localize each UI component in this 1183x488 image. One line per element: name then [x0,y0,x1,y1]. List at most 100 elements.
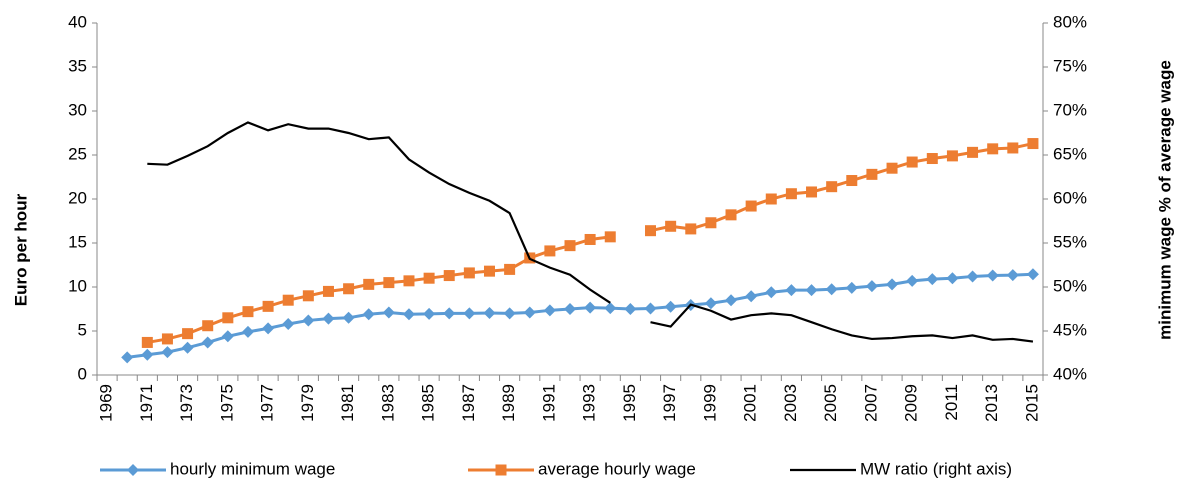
data-point [624,303,637,315]
data-point [906,156,918,168]
data-point [443,270,455,282]
series-line [147,235,611,344]
x-tick-label: 2003 [781,384,800,422]
data-point [644,302,657,315]
data-point [282,317,295,330]
data-point [604,231,616,243]
data-point [161,346,174,359]
data-point [182,328,194,340]
data-point [865,280,878,293]
data-point [704,297,717,310]
x-tick-label: 2013 [982,384,1001,422]
data-point [946,150,958,162]
x-tick-label: 2011 [942,384,961,421]
data-point [987,143,999,155]
data-point [503,307,516,320]
data-point [1006,269,1019,282]
data-point [705,217,717,229]
data-point [825,283,838,296]
series-line [147,121,611,304]
y2-axis-title: minimum wage % of average wage [1155,60,1174,340]
data-point [584,233,596,245]
data-point [402,308,415,321]
y-tick-label: 5 [78,320,87,339]
data-point [584,301,597,314]
data-point [222,312,234,324]
x-tick-label: 1971 [137,384,156,422]
data-point [443,307,456,320]
x-tick-label: 1991 [539,384,558,422]
y-tick-label: 10 [68,276,87,295]
data-point [685,223,697,235]
data-point [242,306,254,318]
y-tick-label: 0 [78,364,87,383]
y2-tick-label: 75% [1053,56,1087,75]
x-tick-label: 1981 [338,384,357,422]
data-point [343,283,355,295]
data-point [322,312,335,325]
data-point [504,263,516,275]
x-tick-label: 2009 [902,384,921,422]
data-point [886,162,898,174]
data-point [826,181,838,193]
data-point [141,336,153,348]
y-tick-label: 20 [68,188,87,207]
data-point [745,290,758,303]
data-point [564,303,576,315]
y2-tick-label: 65% [1053,144,1087,163]
legend-label: MW ratio (right axis) [860,459,1012,478]
x-tick-label: 1987 [459,384,478,422]
x-tick-label: 1973 [177,384,196,422]
data-point [282,294,294,306]
y2-tick-label: 70% [1053,100,1087,119]
y2-tick-label: 40% [1053,364,1087,383]
data-point [966,270,979,283]
legend-label: hourly minimum wage [170,459,335,478]
data-point [1007,142,1019,154]
y-tick-label: 25 [68,144,87,163]
data-point [725,294,738,307]
y2-tick-label: 55% [1053,232,1087,251]
data-point [181,341,194,354]
data-point [423,307,436,320]
data-point [665,220,677,232]
data-point [382,306,395,319]
data-point [342,311,355,324]
y-tick-label: 30 [68,100,87,119]
data-point [121,351,134,364]
data-point [906,274,919,287]
data-point [322,285,334,297]
y2-tick-label: 45% [1053,320,1087,339]
data-point [846,175,858,187]
data-point [765,193,777,205]
data-point [946,272,959,285]
data-point [664,300,677,313]
data-point [363,278,375,290]
y-axis-title: Euro per hour [11,193,30,306]
data-point [543,304,556,317]
data-point [463,307,476,320]
x-tick-label: 1969 [97,384,116,422]
x-tick-label: 2007 [861,384,880,422]
data-point [785,188,797,200]
data-point [262,300,274,312]
data-point [221,330,234,343]
data-point [926,273,939,286]
data-point [141,348,154,361]
data-point [725,209,737,221]
data-point [1027,138,1039,150]
legend-label: average hourly wage [538,459,696,478]
data-point [806,186,818,198]
x-tick-label: 1995 [620,384,639,422]
data-point [845,281,858,294]
data-point [604,302,617,315]
x-tick-label: 1979 [298,384,317,422]
x-tick-label: 1975 [217,384,236,422]
y2-tick-label: 50% [1053,276,1087,295]
data-point [202,320,214,332]
data-point [383,277,395,289]
data-point [1026,268,1039,281]
data-point [463,267,475,279]
data-point [886,278,899,291]
data-point [423,272,435,284]
